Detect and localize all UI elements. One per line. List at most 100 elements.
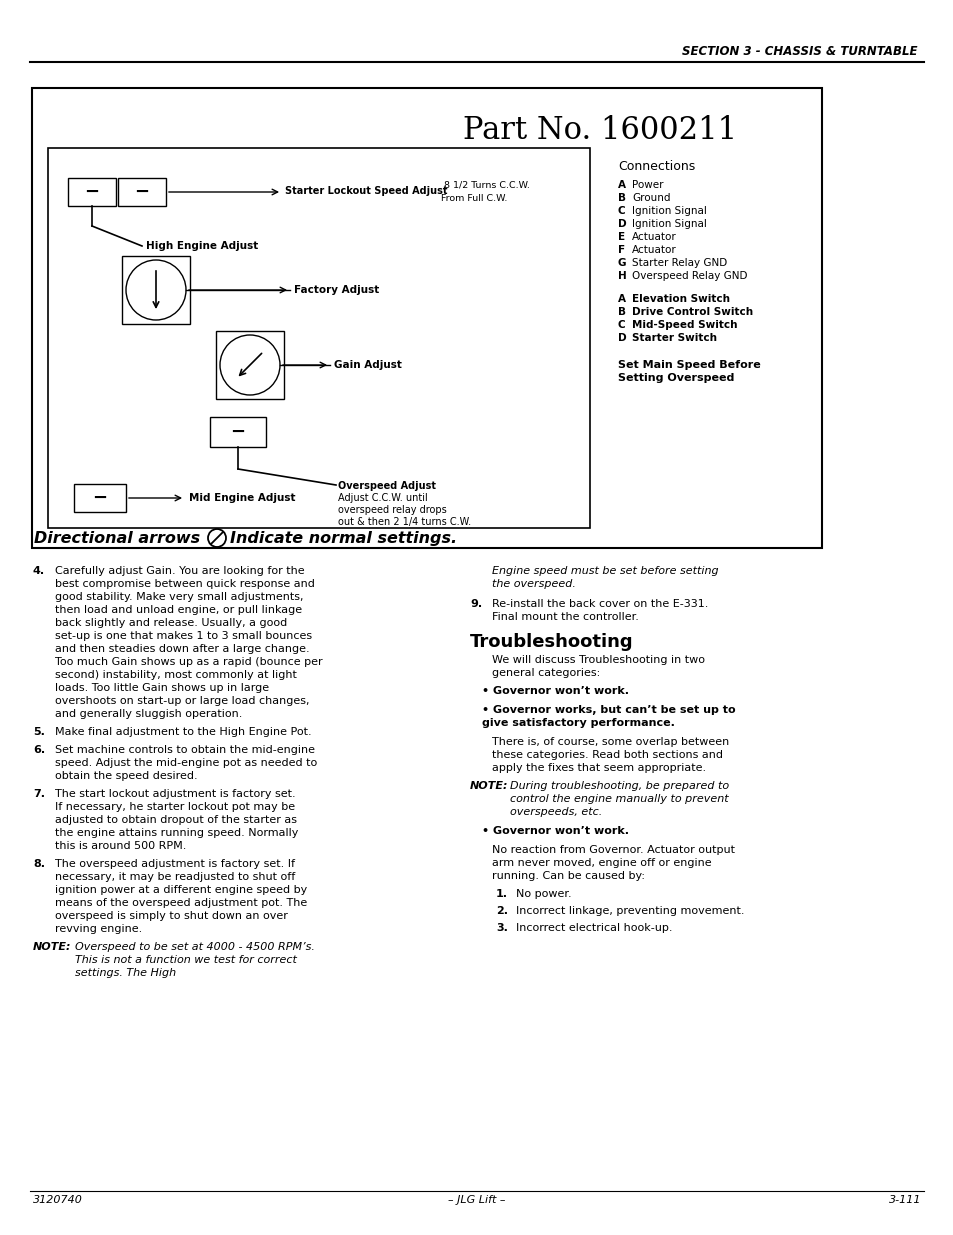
Text: Connections: Connections — [618, 161, 695, 173]
Text: settings. The High: settings. The High — [75, 968, 176, 978]
Text: Ignition Signal: Ignition Signal — [631, 219, 706, 228]
Text: speed. Adjust the mid-engine pot as needed to: speed. Adjust the mid-engine pot as need… — [55, 758, 317, 768]
Circle shape — [208, 529, 226, 547]
Bar — [210, 417, 266, 447]
Text: out & then 2 1/4 turns C.W.: out & then 2 1/4 turns C.W. — [337, 517, 471, 527]
Text: Directional arrows: Directional arrows — [34, 531, 200, 546]
Text: −: − — [92, 489, 108, 508]
Text: control the engine manually to prevent: control the engine manually to prevent — [510, 794, 728, 804]
Text: running. Can be caused by:: running. Can be caused by: — [492, 871, 644, 881]
Bar — [122, 256, 190, 324]
Text: apply the fixes that seem appropriate.: apply the fixes that seem appropriate. — [492, 763, 705, 773]
Text: 6.: 6. — [33, 745, 45, 755]
Bar — [68, 178, 116, 206]
Text: Actuator: Actuator — [631, 245, 676, 254]
Text: arm never moved, engine off or engine: arm never moved, engine off or engine — [492, 858, 711, 868]
Text: Part No. 1600211: Part No. 1600211 — [462, 115, 737, 146]
Text: NOTE:: NOTE: — [470, 781, 508, 790]
Text: D: D — [618, 333, 626, 343]
Text: 8 1/2 Turns C.C.W.: 8 1/2 Turns C.C.W. — [440, 182, 529, 190]
Text: necessary, it may be readjusted to shut off: necessary, it may be readjusted to shut … — [55, 872, 294, 882]
Text: Carefully adjust Gain. You are looking for the: Carefully adjust Gain. You are looking f… — [55, 566, 304, 576]
Text: overspeed is simply to shut down an over: overspeed is simply to shut down an over — [55, 911, 288, 921]
Bar — [215, 331, 284, 399]
Text: From Full C.W.: From Full C.W. — [440, 194, 507, 203]
Text: 9.: 9. — [470, 599, 481, 609]
Text: The overspeed adjustment is factory set. If: The overspeed adjustment is factory set.… — [55, 860, 294, 869]
Text: 2.: 2. — [496, 906, 507, 916]
Text: back slightly and release. Usually, a good: back slightly and release. Usually, a go… — [55, 618, 287, 629]
Text: Elevation Switch: Elevation Switch — [631, 294, 729, 304]
Text: If necessary, he starter lockout pot may be: If necessary, he starter lockout pot may… — [55, 802, 294, 811]
Text: There is, of course, some overlap between: There is, of course, some overlap betwee… — [492, 737, 728, 747]
Text: 4.: 4. — [33, 566, 45, 576]
Text: loads. Too little Gain shows up in large: loads. Too little Gain shows up in large — [55, 683, 269, 693]
Text: • Governor won’t work.: • Governor won’t work. — [481, 685, 628, 697]
Text: The start lockout adjustment is factory set.: The start lockout adjustment is factory … — [55, 789, 295, 799]
Text: overspeeds, etc.: overspeeds, etc. — [510, 806, 601, 818]
Text: Set Main Speed Before: Set Main Speed Before — [618, 359, 760, 370]
Text: Gain Adjust: Gain Adjust — [334, 359, 401, 370]
Text: best compromise between quick response and: best compromise between quick response a… — [55, 579, 314, 589]
Text: ignition power at a different engine speed by: ignition power at a different engine spe… — [55, 885, 307, 895]
Text: • Governor works, but can’t be set up to: • Governor works, but can’t be set up to — [481, 705, 735, 715]
Text: and generally sluggish operation.: and generally sluggish operation. — [55, 709, 242, 719]
Text: SECTION 3 - CHASSIS & TURNTABLE: SECTION 3 - CHASSIS & TURNTABLE — [681, 44, 917, 58]
Text: – JLG Lift –: – JLG Lift – — [448, 1195, 505, 1205]
Text: Engine speed must be set before setting: Engine speed must be set before setting — [492, 566, 718, 576]
Text: B: B — [618, 308, 625, 317]
Text: Mid Engine Adjust: Mid Engine Adjust — [189, 493, 295, 503]
Text: −: − — [85, 183, 99, 201]
Text: 5.: 5. — [33, 727, 45, 737]
Text: 8.: 8. — [33, 860, 45, 869]
Text: Set machine controls to obtain the mid-engine: Set machine controls to obtain the mid-e… — [55, 745, 314, 755]
Text: 1.: 1. — [496, 889, 507, 899]
Text: then load and unload engine, or pull linkage: then load and unload engine, or pull lin… — [55, 605, 302, 615]
Text: Setting Overspeed: Setting Overspeed — [618, 373, 734, 383]
Text: Troubleshooting: Troubleshooting — [470, 634, 633, 651]
Text: • Governor won’t work.: • Governor won’t work. — [481, 826, 628, 836]
Text: D: D — [618, 219, 626, 228]
Text: general categories:: general categories: — [492, 668, 599, 678]
Text: 3-111: 3-111 — [887, 1195, 920, 1205]
Text: A: A — [618, 180, 625, 190]
Text: −: − — [231, 424, 245, 441]
Bar — [32, 88, 821, 548]
Text: Ignition Signal: Ignition Signal — [631, 206, 706, 216]
Text: High Engine Adjust: High Engine Adjust — [146, 241, 258, 251]
Text: F: F — [618, 245, 624, 254]
Text: set-up is one that makes 1 to 3 small bounces: set-up is one that makes 1 to 3 small bo… — [55, 631, 312, 641]
Text: Power: Power — [631, 180, 662, 190]
Text: adjusted to obtain dropout of the starter as: adjusted to obtain dropout of the starte… — [55, 815, 296, 825]
Text: 7.: 7. — [33, 789, 45, 799]
Text: A: A — [618, 294, 625, 304]
Text: Overspeed Relay GND: Overspeed Relay GND — [631, 270, 747, 282]
Text: Adjust C.C.W. until: Adjust C.C.W. until — [337, 493, 427, 503]
Text: give satisfactory performance.: give satisfactory performance. — [481, 718, 674, 727]
Text: G: G — [618, 258, 626, 268]
Text: the overspeed.: the overspeed. — [492, 579, 576, 589]
Text: Make final adjustment to the High Engine Pot.: Make final adjustment to the High Engine… — [55, 727, 312, 737]
Text: B: B — [618, 193, 625, 203]
Text: Overspeed to be set at 4000 - 4500 RPM’s.: Overspeed to be set at 4000 - 4500 RPM’s… — [75, 942, 314, 952]
Text: Drive Control Switch: Drive Control Switch — [631, 308, 752, 317]
Text: means of the overspeed adjustment pot. The: means of the overspeed adjustment pot. T… — [55, 898, 307, 908]
Text: No reaction from Governor. Actuator output: No reaction from Governor. Actuator outp… — [492, 845, 734, 855]
Text: Ground: Ground — [631, 193, 670, 203]
Text: C: C — [618, 206, 625, 216]
Text: E: E — [618, 232, 624, 242]
Text: good stability. Make very small adjustments,: good stability. Make very small adjustme… — [55, 592, 303, 601]
Text: the engine attains running speed. Normally: the engine attains running speed. Normal… — [55, 827, 298, 839]
Circle shape — [220, 335, 280, 395]
Text: Too much Gain shows up as a rapid (bounce per: Too much Gain shows up as a rapid (bounc… — [55, 657, 322, 667]
Text: this is around 500 RPM.: this is around 500 RPM. — [55, 841, 186, 851]
Text: Starter Lockout Speed Adjust: Starter Lockout Speed Adjust — [285, 186, 447, 196]
Text: Indicate normal settings.: Indicate normal settings. — [230, 531, 456, 546]
Text: Factory Adjust: Factory Adjust — [294, 285, 379, 295]
Text: Re-install the back cover on the E-331.: Re-install the back cover on the E-331. — [492, 599, 708, 609]
Text: obtain the speed desired.: obtain the speed desired. — [55, 771, 197, 781]
Circle shape — [126, 261, 186, 320]
Bar — [74, 484, 126, 513]
Text: H: H — [618, 270, 626, 282]
Text: This is not a function we test for correct: This is not a function we test for corre… — [75, 955, 296, 965]
